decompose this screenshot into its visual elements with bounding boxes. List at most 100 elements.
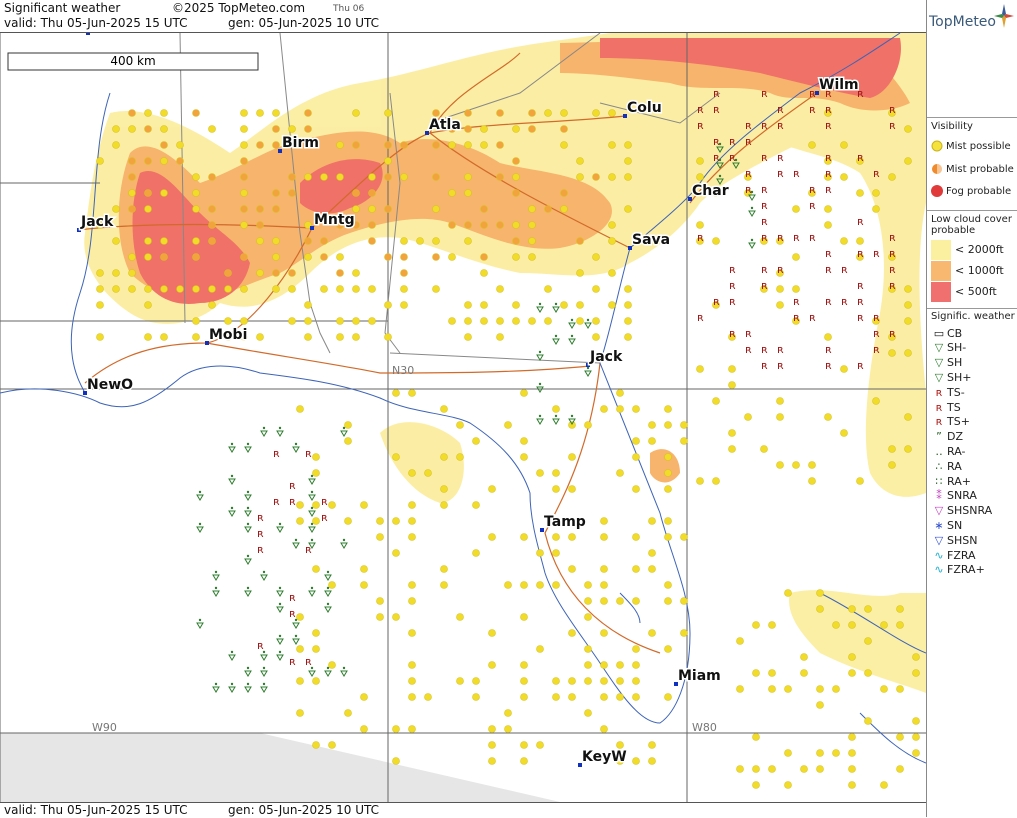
- mist-symbol: [880, 685, 888, 693]
- mist-symbol: [400, 301, 408, 309]
- mist-symbol: [680, 533, 688, 541]
- mist-symbol: [784, 749, 792, 757]
- thunderstorm-symbol: ʀ: [729, 279, 736, 292]
- mist-symbol: [344, 517, 352, 525]
- mist-symbol: [96, 221, 104, 229]
- thunderstorm-symbol: ʀ: [841, 295, 848, 308]
- mist-symbol: [664, 405, 672, 413]
- thunderstorm-symbol: ʀ: [777, 103, 784, 116]
- mist-symbol: [648, 757, 656, 765]
- mist-symbol: [432, 253, 440, 261]
- mist-symbol: [464, 173, 472, 181]
- thunderstorm-symbol: ʀ: [321, 495, 328, 508]
- thunderstorm-symbol: ʀ: [777, 343, 784, 356]
- legend-wx-label: SH: [947, 356, 963, 370]
- legend-wx-sh-minusplus: ▽ SH+: [931, 369, 972, 385]
- mist-symbol: [752, 781, 760, 789]
- mist-symbol: [296, 677, 304, 685]
- mist-symbol: [384, 333, 392, 341]
- legend-wx-fzra-minusplus: ∿ FZRA+: [931, 562, 984, 578]
- mist-symbol: [224, 317, 232, 325]
- thunderstorm-symbol: ʀ: [889, 263, 896, 276]
- mist-symbol: [552, 581, 560, 589]
- svg-text:Colu: Colu: [627, 100, 662, 116]
- fog-probable-icon: [931, 185, 943, 197]
- mist-symbol: [880, 621, 888, 629]
- mist-symbol: [328, 661, 336, 669]
- mist-symbol: [760, 445, 768, 453]
- mist-symbol: [256, 109, 264, 117]
- shower-symbol: [568, 414, 576, 425]
- legend-wx-ts: ʀ TS: [931, 399, 961, 415]
- thunderstorm-symbol: ʀ: [697, 119, 704, 132]
- mist-symbol: [664, 517, 672, 525]
- mist-symbol: [496, 173, 504, 181]
- mist-symbol: [192, 109, 200, 117]
- wx-ts--icon: ʀ: [935, 385, 943, 399]
- mist-symbol: [824, 333, 832, 341]
- mist-symbol: [632, 533, 640, 541]
- mist-symbol: [536, 469, 544, 477]
- mist-symbol: [352, 285, 360, 293]
- mist-symbol: [520, 389, 528, 397]
- thunderstorm-symbol: ʀ: [697, 103, 704, 116]
- shower-symbol: [732, 158, 740, 169]
- mist-symbol: [512, 221, 520, 229]
- shower-symbol: [308, 586, 316, 597]
- mist-symbol: [440, 501, 448, 509]
- shower-symbol: [228, 650, 236, 661]
- mist-symbol: [912, 733, 920, 741]
- mist-symbol: [632, 453, 640, 461]
- shower-symbol: [292, 634, 300, 645]
- mist-symbol: [352, 109, 360, 117]
- thunderstorm-symbol: ʀ: [889, 279, 896, 292]
- mist-symbol: [600, 693, 608, 701]
- thunderstorm-symbol: ʀ: [777, 263, 784, 276]
- legend-wx-ra: ∴ RA: [931, 458, 962, 474]
- mist-symbol: [400, 237, 408, 245]
- mist-probable-icon: [932, 164, 942, 174]
- mist-symbol: [160, 157, 168, 165]
- mist-symbol: [904, 125, 912, 133]
- thunderstorm-symbol: ʀ: [825, 295, 832, 308]
- mist-symbol: [312, 677, 320, 685]
- mist-symbol: [368, 221, 376, 229]
- weather-map[interactable]: ʀ ʀ ʀ ʀ ʀʀ ʀ ʀ ʀ ʀ ʀʀ ʀ ʀ ʀ ʀ ʀʀ ʀ ʀʀ ʀ ʀ ʀ ʀ ʀʀ ʀ ʀ ʀ ʀʀ ʀ ʀ ʀʀ ʀʀ ʀʀ…: [0, 33, 926, 802]
- mist-symbol: [464, 189, 472, 197]
- mist-symbol: [472, 693, 480, 701]
- thunderstorm-symbol: ʀ: [857, 215, 864, 228]
- svg-text:Sava: Sava: [632, 232, 670, 248]
- mist-symbol: [208, 221, 216, 229]
- city-wilm-4: Wilm: [815, 76, 860, 95]
- mist-symbol: [784, 589, 792, 597]
- thunderstorm-symbol: ʀ: [289, 479, 296, 492]
- legend-wx-label: RA-: [947, 444, 966, 458]
- mist-symbol: [712, 237, 720, 245]
- mist-symbol: [560, 109, 568, 117]
- mist-symbol: [576, 301, 584, 309]
- legend-panel: TopMeteo Visibility Mist possible Mist p…: [926, 0, 1017, 817]
- mist-symbol: [760, 285, 768, 293]
- legend-wx-snra: ⁑ SNRA: [931, 488, 977, 504]
- mist-symbol: [368, 237, 376, 245]
- mist-symbol: [312, 501, 320, 509]
- mist-symbol: [584, 581, 592, 589]
- thunderstorm-symbol: ʀ: [761, 343, 768, 356]
- wx-cb-icon: ▭: [933, 326, 945, 340]
- mist-symbol: [336, 221, 344, 229]
- legend-wx-label: TS-: [947, 385, 965, 399]
- mist-symbol: [584, 597, 592, 605]
- mist-symbol: [408, 629, 416, 637]
- mist-symbol: [96, 269, 104, 277]
- mist-symbol: [440, 453, 448, 461]
- mist-symbol: [592, 109, 600, 117]
- mist-symbol: [824, 205, 832, 213]
- thunderstorm-symbol: ʀ: [761, 263, 768, 276]
- thunderstorm-symbol: ʀ: [825, 359, 832, 372]
- shower-symbol: [244, 682, 252, 693]
- mist-symbol: [272, 285, 280, 293]
- no-data-area: [0, 733, 560, 802]
- mist-symbol: [664, 645, 672, 653]
- mist-symbol: [600, 565, 608, 573]
- wx-dz-icon: ”: [936, 430, 942, 444]
